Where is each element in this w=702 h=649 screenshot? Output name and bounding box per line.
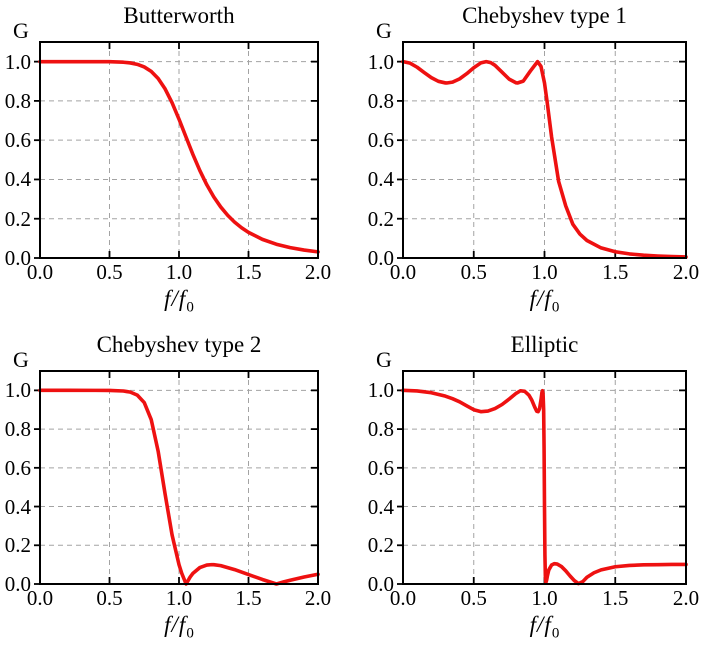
y-tick-label: 0.6 [4, 128, 31, 153]
y-tick-label: 0.6 [4, 455, 31, 480]
x-tick-label: 0.0 [389, 586, 417, 610]
y-tick-label: 0.6 [367, 455, 394, 480]
chart-panel-elliptic: Elliptic G f/f0 0.0 0.5 1.0 1.5 2.0 0.0 0.2 0.4… [351, 324, 702, 649]
y-tick-label: 0.0 [4, 572, 31, 596]
y-tick-label: 1.0 [367, 378, 394, 403]
y-tick-label: 0.8 [367, 88, 394, 113]
x-tick-label: 0.5 [460, 586, 487, 610]
y-tick-label: 0.4 [367, 167, 394, 192]
y-tick-label: 0.8 [4, 417, 31, 442]
x-tick-label: 1.5 [235, 260, 262, 284]
chart-title: Chebyshev type 2 [96, 332, 262, 357]
plot-area [34, 370, 320, 586]
axes-border [39, 41, 319, 259]
plot-area [397, 41, 688, 259]
axes-border [402, 41, 687, 259]
x-tick-label: 0.0 [26, 586, 54, 610]
chart-panel-chebyshev-2: Chebyshev type 2 G f/f0 0.0 0.5 1.0 1.5 2.0 0… [0, 324, 351, 649]
y-tick-label: 0.0 [367, 246, 394, 270]
x-tick-label: 2.0 [672, 586, 700, 610]
plot-area [397, 370, 688, 586]
x-tick-label: 2.0 [304, 260, 332, 284]
x-tick-label: 0.5 [96, 260, 123, 284]
y-tick-label: 0.4 [4, 167, 31, 192]
x-tick-label: 1.5 [235, 586, 262, 610]
y-tick-label: 0.2 [367, 533, 394, 558]
x-tick-label: 2.0 [304, 586, 332, 610]
x-tick-label: 1.5 [602, 586, 629, 610]
x-axis-label: f/f0 [164, 612, 194, 642]
x-tick-label: 1.5 [602, 260, 629, 284]
chart-panel-butterworth: Butterworth G f/f0 0.0 0.5 1.0 1.5 2.0 0.0 0.2… [0, 0, 351, 324]
y-tick-label: 0.0 [367, 572, 394, 596]
y-tick-label: 1.0 [367, 49, 394, 74]
gain-curve-chebyshev-type-2 [38, 388, 320, 586]
chart-title: Chebyshev type 1 [462, 3, 627, 28]
x-tick-label: 0.0 [26, 260, 54, 284]
x-tick-label: 1.0 [165, 586, 193, 610]
x-tick-label: 2.0 [672, 260, 700, 284]
y-axis-label: G [13, 347, 29, 372]
y-tick-label: 0.6 [367, 128, 394, 153]
x-tick-label: 0.5 [460, 260, 487, 284]
x-axis-label: f/f0 [164, 286, 194, 316]
x-axis-label-subscript: 0 [551, 625, 560, 642]
axes-border [39, 370, 319, 585]
y-axis-label: G [376, 18, 392, 43]
y-tick-label: 0.8 [367, 417, 394, 442]
x-axis-label-subscript: 0 [551, 299, 560, 316]
x-tick-label: 1.0 [531, 586, 558, 610]
y-tick-label: 0.2 [367, 206, 394, 231]
gain-curve-elliptic [401, 388, 688, 586]
y-tick-label: 1.0 [4, 49, 31, 74]
x-tick-label: 1.0 [531, 260, 558, 284]
y-tick-label: 0.4 [4, 494, 31, 519]
y-tick-label: 0.2 [4, 533, 31, 558]
gain-curve-butterworth [38, 59, 320, 254]
y-tick-label: 0.4 [367, 494, 394, 519]
gain-curve-chebyshev-type-1 [401, 59, 688, 259]
x-tick-label: 1.0 [165, 260, 193, 284]
y-tick-label: 0.0 [4, 246, 31, 270]
axes-border [402, 370, 687, 585]
x-axis-label: f/f0 [529, 286, 560, 316]
x-axis-label-subscript: 0 [186, 299, 194, 316]
chart-title: Butterworth [123, 3, 235, 28]
y-tick-label: 0.2 [4, 206, 31, 231]
y-tick-label: 1.0 [4, 378, 31, 403]
y-tick-label: 0.8 [4, 88, 31, 113]
x-tick-label: 0.0 [389, 260, 417, 284]
y-axis-label: G [13, 18, 29, 43]
plot-area [34, 41, 320, 259]
chart-panel-chebyshev-1: Chebyshev type 1 G f/f0 0.0 0.5 1.0 1.5 2.0 0… [351, 0, 702, 324]
chart-title: Elliptic [510, 332, 579, 357]
x-tick-label: 0.5 [96, 586, 123, 610]
y-axis-label: G [376, 347, 392, 372]
x-axis-label: f/f0 [529, 612, 560, 642]
x-axis-label-subscript: 0 [186, 625, 194, 642]
